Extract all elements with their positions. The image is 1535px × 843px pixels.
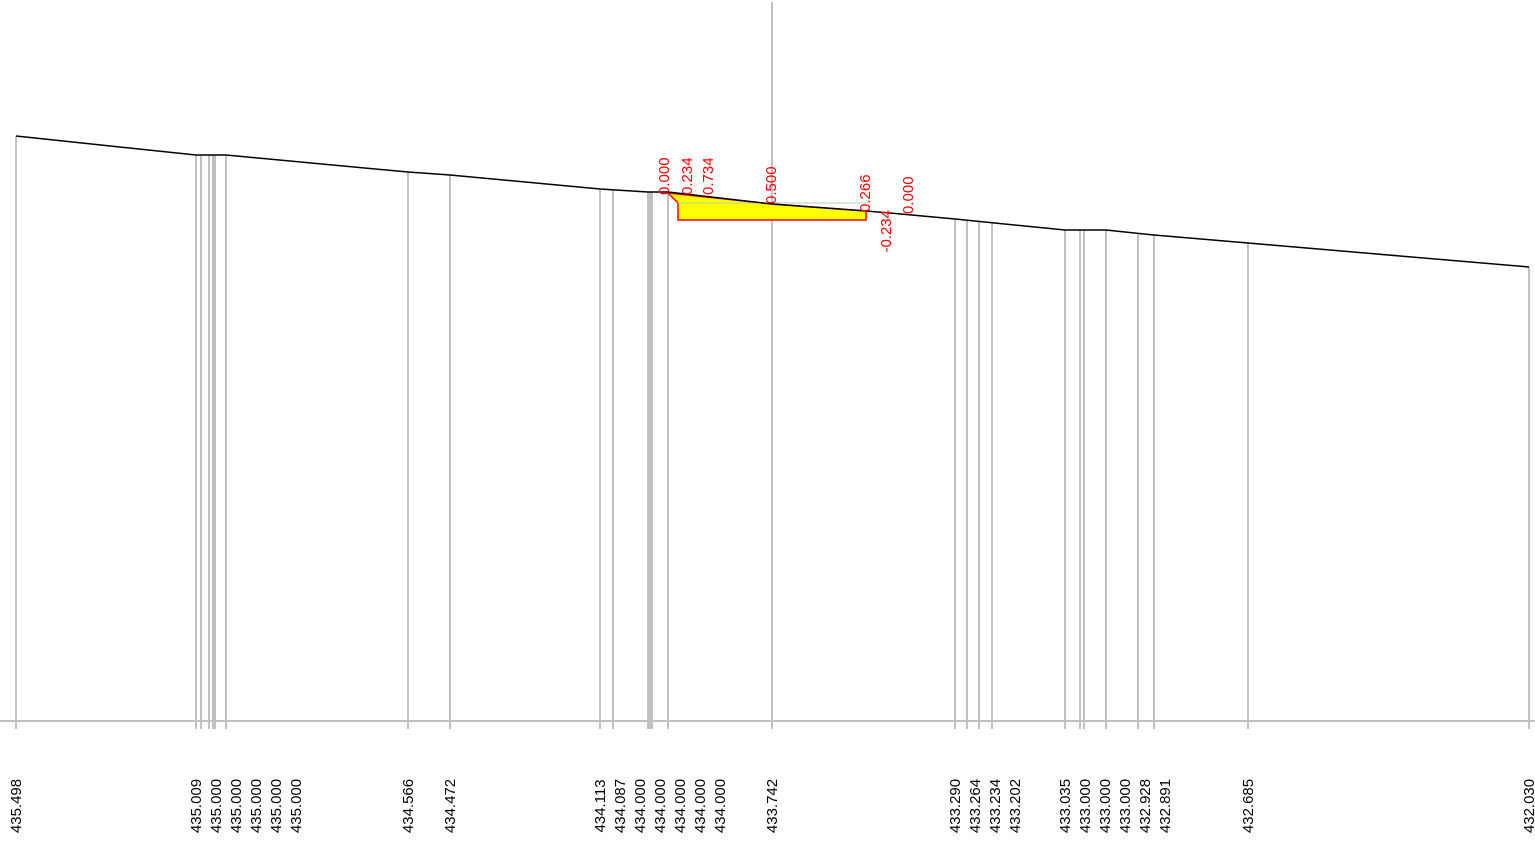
elevation-label: 433.035	[1057, 779, 1074, 833]
elevation-label: 432.891	[1157, 779, 1174, 833]
elevation-label: 435.000	[288, 779, 305, 833]
elevation-label: 435.000	[228, 779, 245, 833]
station-grid-lines	[15, 136, 1530, 729]
elevation-label: 435.000	[248, 779, 265, 833]
elevation-label: 433.000	[1077, 779, 1094, 833]
excavation-depth-label: 0.734	[700, 157, 717, 195]
elevation-label: 434.566	[400, 779, 417, 833]
elevation-label: 435.000	[268, 779, 285, 833]
elevation-label: 434.000	[712, 779, 729, 833]
elevation-label: 433.202	[1007, 779, 1024, 833]
elevation-label: 434.113	[592, 779, 609, 832]
elevation-label: 434.087	[612, 779, 629, 833]
elevation-label: 435.009	[188, 779, 205, 833]
elevation-label: 434.000	[652, 779, 669, 833]
elevation-label: 433.264	[967, 779, 984, 833]
terrain-profile-line	[15, 135, 1530, 268]
elevation-label: 433.000	[1097, 779, 1114, 833]
elevation-label: 434.472	[442, 779, 459, 833]
elevation-label: 435.498	[8, 779, 25, 833]
excavation-depth-label: 0.000	[656, 157, 673, 195]
excavation-depth-labels: 0.000 0.234 0.734 0.500 0.266-0.234 0.000	[656, 157, 917, 252]
elevation-label: 433.234	[987, 779, 1004, 833]
elevation-label: 434.000	[672, 779, 689, 833]
elevation-label: 432.685	[1240, 779, 1257, 833]
elevation-tick-labels: 435.498 435.009 435.000 435.000 435.000 435.0…	[8, 779, 1535, 833]
excavation-depth-label: 0.500	[763, 166, 780, 204]
elevation-label: 433.742	[764, 779, 781, 833]
elevation-label: 434.000	[692, 779, 709, 833]
elevation-label: 435.000	[208, 779, 225, 833]
elevation-label: 432.928	[1137, 779, 1154, 833]
elevation-label: 434.000	[632, 779, 649, 833]
excavation-depth-label: 0.000	[900, 176, 917, 214]
excavation-depth-label: 0.266	[857, 174, 874, 212]
elevation-label: 433.000	[1117, 779, 1134, 833]
elevation-label: 433.290	[947, 779, 964, 833]
excavation-depth-label: 0.234	[679, 157, 696, 195]
elevation-label: 432.030	[1521, 779, 1535, 833]
excavation-depth-label: -0.234	[878, 210, 895, 253]
